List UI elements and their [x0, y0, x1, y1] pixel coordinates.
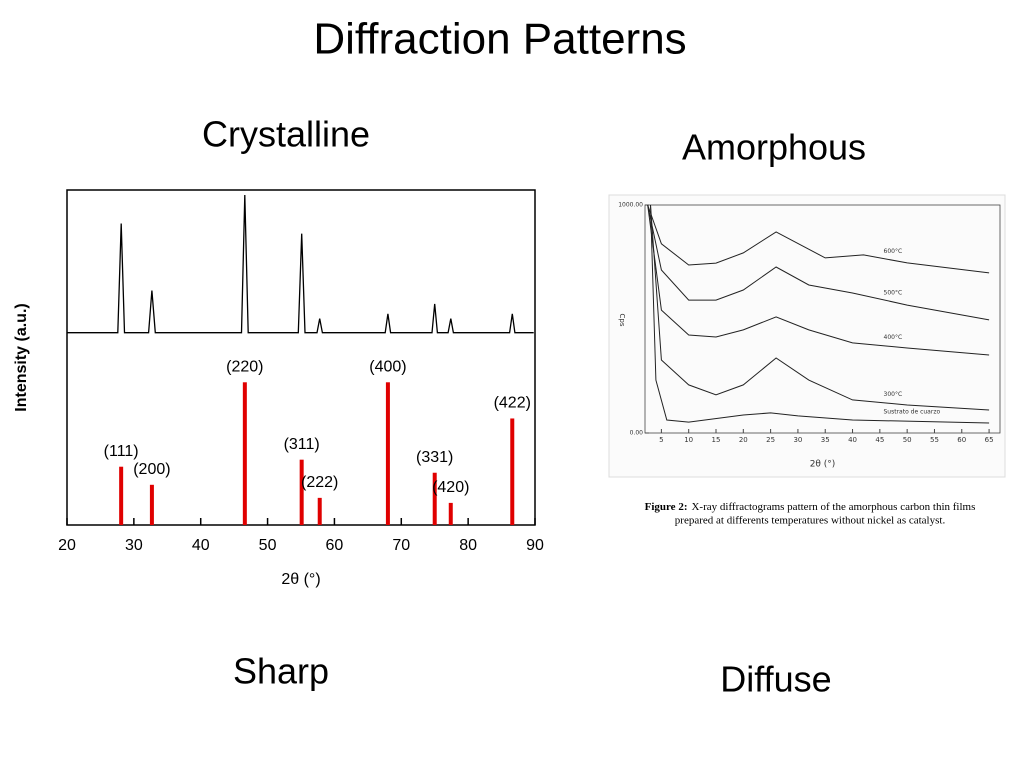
curve-label: 300°C	[884, 391, 903, 398]
reflection-stick	[385, 382, 390, 525]
caption-line: X-ray diffractograms pattern of the amor…	[691, 501, 975, 513]
x-tick-label: 20	[739, 436, 748, 444]
right-caption: Diffuse	[720, 659, 831, 700]
x-tick-label: 65	[985, 436, 994, 444]
diffractogram	[647, 204, 990, 274]
caption-label: Figure 2:	[645, 501, 688, 513]
reflection-stick	[448, 502, 453, 525]
left-heading: Crystalline	[202, 114, 370, 155]
figure-caption: prepared at differents temperatures with…	[675, 515, 946, 527]
reflection-stick	[317, 497, 322, 525]
plot-frame	[644, 204, 1001, 434]
figure-caption: Figure 2: X-ray diffractograms pattern of…	[645, 501, 976, 513]
reflection-stick	[432, 472, 437, 525]
reflection-stick	[149, 484, 154, 525]
x-tick-label: 40	[848, 436, 857, 444]
y-tick-label: 1000.00	[618, 202, 643, 209]
right-heading: Amorphous	[682, 127, 866, 168]
measured-pattern	[67, 194, 534, 334]
x-tick-label: 40	[192, 537, 210, 554]
x-tick-label: 30	[793, 436, 802, 444]
slide-title: Diffraction Patterns	[313, 15, 686, 64]
x-tick-label: 15	[712, 436, 721, 444]
y-axis-label: Cps	[618, 314, 626, 327]
reflection-stick	[119, 466, 124, 525]
x-tick-label: 50	[259, 537, 277, 554]
reflection-stick	[299, 459, 304, 525]
x-axis-label: 2θ (°)	[810, 460, 836, 470]
x-tick-label: 70	[392, 537, 410, 554]
reflection-stick	[510, 418, 515, 525]
x-tick-label: 5	[659, 436, 663, 444]
left-caption: Sharp	[233, 651, 329, 692]
curve-label: 600°C	[884, 248, 903, 255]
x-tick-label: 50	[903, 436, 912, 444]
x-tick-label: 20	[58, 537, 76, 554]
x-tick-label: 25	[766, 436, 775, 444]
reflection-label: (420)	[432, 479, 469, 496]
x-tick-label: 60	[957, 436, 966, 444]
diffractogram	[647, 204, 990, 321]
reflection-label: (111)	[104, 443, 139, 460]
x-tick-label: 45	[875, 436, 884, 444]
y-tick-label: 0.00	[630, 430, 644, 437]
y-axis-label: Intensity (a.u.)	[13, 303, 30, 411]
curve-label: 400°C	[884, 334, 903, 341]
x-tick-label: 55	[930, 436, 939, 444]
x-tick-label: 80	[459, 537, 477, 554]
x-tick-label: 30	[125, 537, 143, 554]
x-tick-label: 35	[821, 436, 830, 444]
reflection-label: (200)	[133, 461, 170, 478]
reflection-label: (311)	[284, 436, 320, 453]
reflection-label: (220)	[226, 359, 263, 376]
diffractogram	[647, 204, 990, 356]
x-tick-label: 10	[684, 436, 693, 444]
reflection-label: (331)	[416, 449, 453, 466]
curve-label: 500°C	[884, 290, 903, 297]
x-axis-label: 2θ (°)	[281, 571, 320, 588]
diffractogram	[650, 204, 990, 424]
figure-frame	[608, 194, 1006, 478]
x-tick-label: 90	[526, 537, 544, 554]
reflection-label: (400)	[369, 359, 406, 376]
reflection-label: (222)	[301, 474, 338, 491]
x-tick-label: 60	[326, 537, 344, 554]
reflection-label: (422)	[494, 395, 531, 412]
curve-label: Sustrato de cuarzo	[884, 408, 941, 415]
reflection-stick	[242, 382, 247, 525]
diffractogram	[650, 204, 990, 411]
